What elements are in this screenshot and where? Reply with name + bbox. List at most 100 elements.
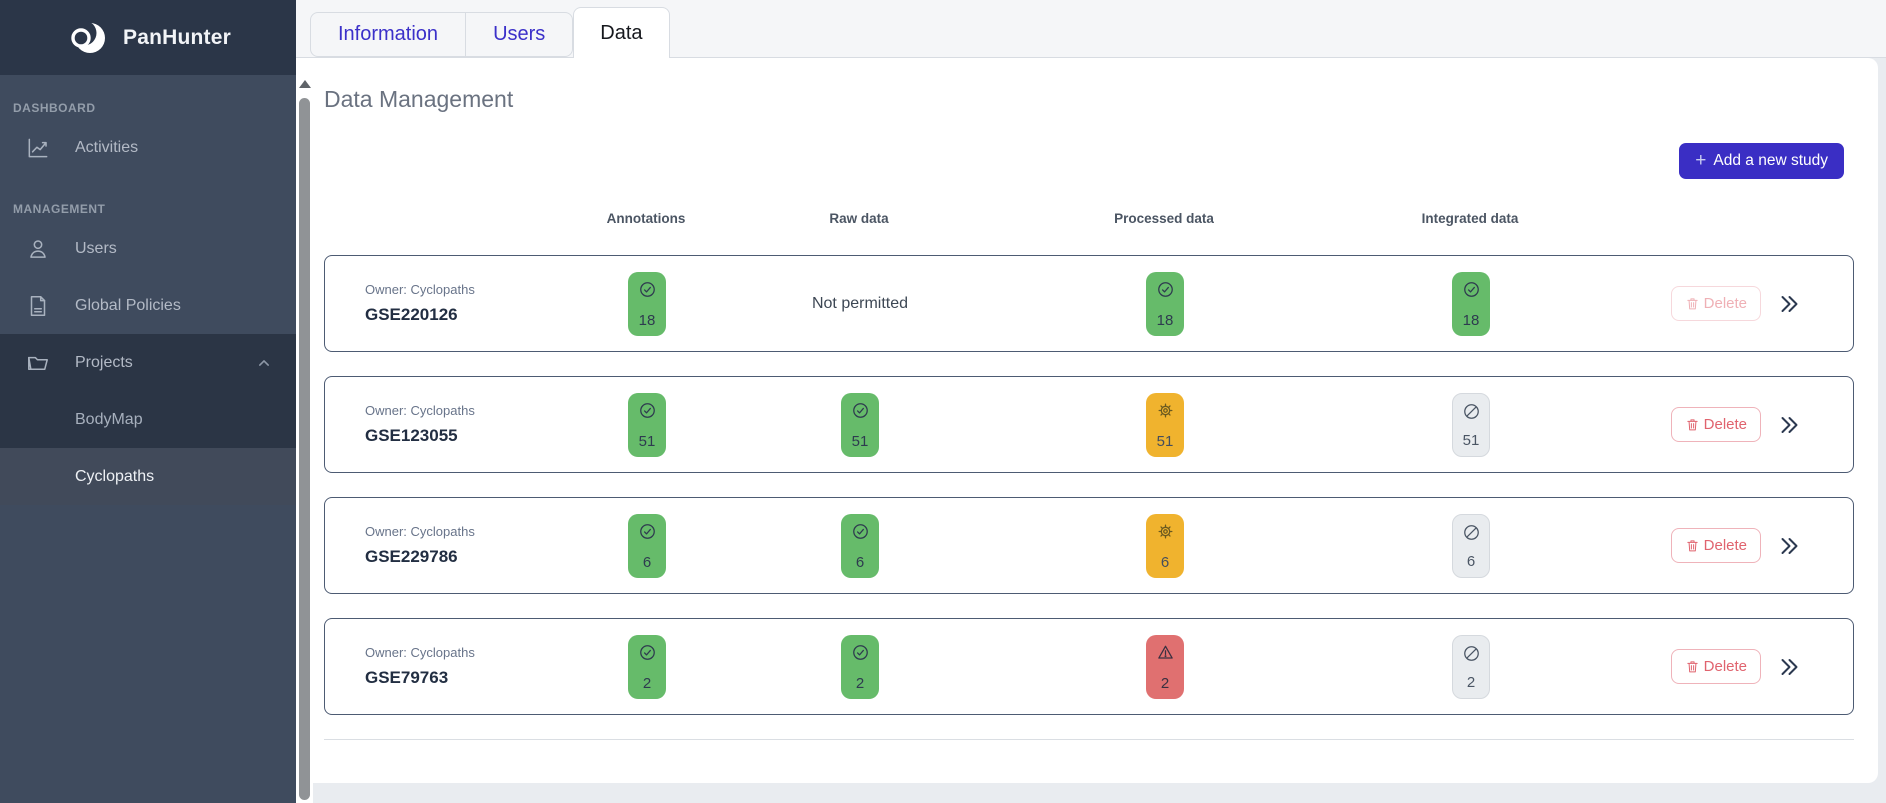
tab-information[interactable]: Information xyxy=(338,23,439,45)
trash-icon xyxy=(1686,298,1698,310)
tab-group: Information Users xyxy=(310,12,574,57)
expand-row-icon[interactable] xyxy=(1777,292,1801,316)
study-row: Owner: Cyclopaths GSE123055 51 51 51 51 … xyxy=(324,376,1854,473)
page-title: Data Management xyxy=(324,86,514,112)
row-actions: Delete xyxy=(1578,528,1853,563)
integrated-data-cell: 51 xyxy=(1364,392,1578,457)
sidebar-item-label: Users xyxy=(75,239,117,257)
delete-label: Delete xyxy=(1703,295,1747,312)
check-circle-icon xyxy=(851,401,870,425)
status-count: 2 xyxy=(642,674,652,692)
sidebar-item-cyclopaths[interactable]: Cyclopaths xyxy=(0,448,296,505)
column-header-processed-data: Processed data xyxy=(1114,211,1214,226)
check-circle-icon xyxy=(851,522,870,546)
delete-button[interactable]: Delete xyxy=(1670,649,1761,684)
column-header-integrated-data: Integrated data xyxy=(1421,211,1519,226)
delete-button[interactable]: Delete xyxy=(1670,286,1761,321)
row-actions: Delete xyxy=(1578,649,1853,684)
study-list: Owner: Cyclopaths GSE220126 18 Not permi… xyxy=(324,255,1854,715)
status-count: 51 xyxy=(1156,432,1174,450)
study-row: Owner: Cyclopaths GSE229786 6 6 6 6 Dele… xyxy=(324,497,1854,594)
expand-row-icon[interactable] xyxy=(1777,413,1801,437)
sidebar-item-label: Cyclopaths xyxy=(75,467,155,485)
sidebar-item-bodymap[interactable]: BodyMap xyxy=(0,391,296,448)
delete-label: Delete xyxy=(1703,658,1747,675)
check-circle-icon xyxy=(638,280,657,304)
document-icon xyxy=(25,293,51,319)
status-count: 6 xyxy=(1466,552,1476,570)
study-id: GSE220126 xyxy=(365,305,458,324)
status-badge-disabled: 6 xyxy=(1452,513,1490,578)
annotations-cell: 18 xyxy=(540,271,754,336)
folder-icon xyxy=(25,350,51,376)
status-count: 6 xyxy=(642,553,652,571)
annotations-cell: 2 xyxy=(540,634,754,699)
check-circle-icon xyxy=(638,643,657,667)
trash-icon xyxy=(1686,661,1698,673)
study-info: Owner: Cyclopaths GSE229786 xyxy=(325,524,540,567)
study-id: GSE229786 xyxy=(365,547,458,566)
expand-row-icon[interactable] xyxy=(1777,534,1801,558)
sidebar: PanHunter DASHBOARD Activities MANAGEMEN… xyxy=(0,0,296,803)
study-info: Owner: Cyclopaths GSE79763 xyxy=(325,645,540,688)
status-count: 18 xyxy=(1156,311,1174,329)
slash-circle-icon xyxy=(1462,523,1481,547)
check-circle-icon xyxy=(1462,280,1481,304)
sidebar-section-dashboard: DASHBOARD xyxy=(13,101,96,115)
study-info: Owner: Cyclopaths GSE123055 xyxy=(325,403,540,446)
status-count: 18 xyxy=(638,311,656,329)
add-study-label: Add a new study xyxy=(1713,152,1828,169)
tab-users[interactable]: Users xyxy=(465,13,572,56)
status-badge-disabled: 2 xyxy=(1452,634,1490,699)
status-badge-complete: 2 xyxy=(841,634,879,699)
sidebar-item-activities[interactable]: Activities xyxy=(0,119,296,176)
sidebar-item-global-policies[interactable]: Global Policies xyxy=(0,277,296,334)
plus-icon: + xyxy=(1695,150,1707,171)
status-count: 51 xyxy=(638,432,656,450)
study-owner: Owner: Cyclopaths xyxy=(365,524,475,539)
sidebar-item-label: Activities xyxy=(75,138,139,156)
status-count: 6 xyxy=(855,553,865,571)
list-bottom-divider xyxy=(324,739,1854,740)
study-id: GSE123055 xyxy=(365,426,458,445)
status-badge-disabled: 51 xyxy=(1452,392,1490,457)
processed-data-cell: 6 xyxy=(966,513,1364,578)
status-badge-processing: 51 xyxy=(1146,392,1184,457)
study-info: Owner: Cyclopaths GSE220126 xyxy=(325,282,540,325)
brand-name: PanHunter xyxy=(123,25,231,49)
tab-data[interactable]: Data xyxy=(573,7,670,58)
integrated-data-cell: 18 xyxy=(1364,271,1578,336)
column-header-raw-data: Raw data xyxy=(829,211,889,226)
study-id: GSE79763 xyxy=(365,668,449,687)
trash-icon xyxy=(1686,419,1698,431)
content-scrollbar-thumb[interactable] xyxy=(299,98,310,800)
delete-button[interactable]: Delete xyxy=(1670,407,1761,442)
integrated-data-cell: 2 xyxy=(1364,634,1578,699)
sidebar-item-projects[interactable]: Projects xyxy=(0,334,296,391)
status-badge-complete: 18 xyxy=(628,271,666,336)
raw-data-cell: 51 xyxy=(754,392,966,457)
eclipse-logo-icon xyxy=(71,20,105,53)
chevron-up-icon[interactable] xyxy=(254,353,274,373)
scroll-up-arrow[interactable] xyxy=(299,80,311,88)
processed-data-cell: 2 xyxy=(966,634,1364,699)
expand-row-icon[interactable] xyxy=(1777,655,1801,679)
check-circle-icon xyxy=(638,522,657,546)
trash-icon xyxy=(1686,540,1698,552)
column-header-annotations: Annotations xyxy=(606,211,686,226)
toolbar: + Add a new study xyxy=(324,113,1854,179)
delete-button[interactable]: Delete xyxy=(1670,528,1761,563)
status-count: 2 xyxy=(1160,674,1170,692)
study-owner: Owner: Cyclopaths xyxy=(365,645,475,660)
gear-icon xyxy=(1156,401,1175,425)
row-actions: Delete xyxy=(1578,286,1853,321)
main-panel: Data Management + Add a new study Annota… xyxy=(296,58,1878,783)
status-count: 2 xyxy=(1466,673,1476,691)
brand: PanHunter xyxy=(0,0,296,75)
gear-icon xyxy=(1156,522,1175,546)
sidebar-item-users[interactable]: Users xyxy=(0,220,296,277)
study-owner: Owner: Cyclopaths xyxy=(365,282,475,297)
sidebar-section-management: MANAGEMENT xyxy=(13,202,106,216)
add-study-button[interactable]: + Add a new study xyxy=(1679,143,1844,179)
